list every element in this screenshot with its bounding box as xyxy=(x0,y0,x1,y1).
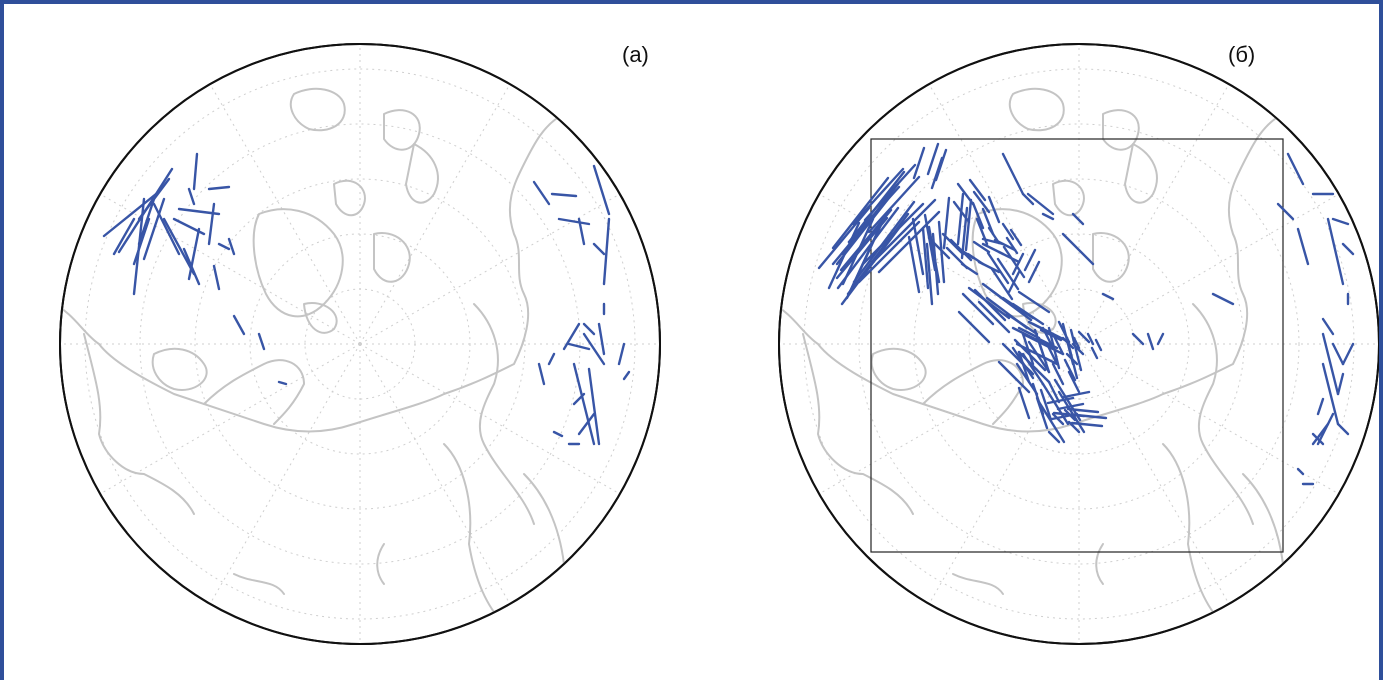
panel-label-b: (б) xyxy=(1228,42,1255,67)
map-panel-b: (б) xyxy=(773,42,1379,644)
figure-canvas: (а) xyxy=(4,4,1379,680)
panel-label-a: (а) xyxy=(622,42,649,67)
map-panel-a: (а) xyxy=(54,42,660,644)
